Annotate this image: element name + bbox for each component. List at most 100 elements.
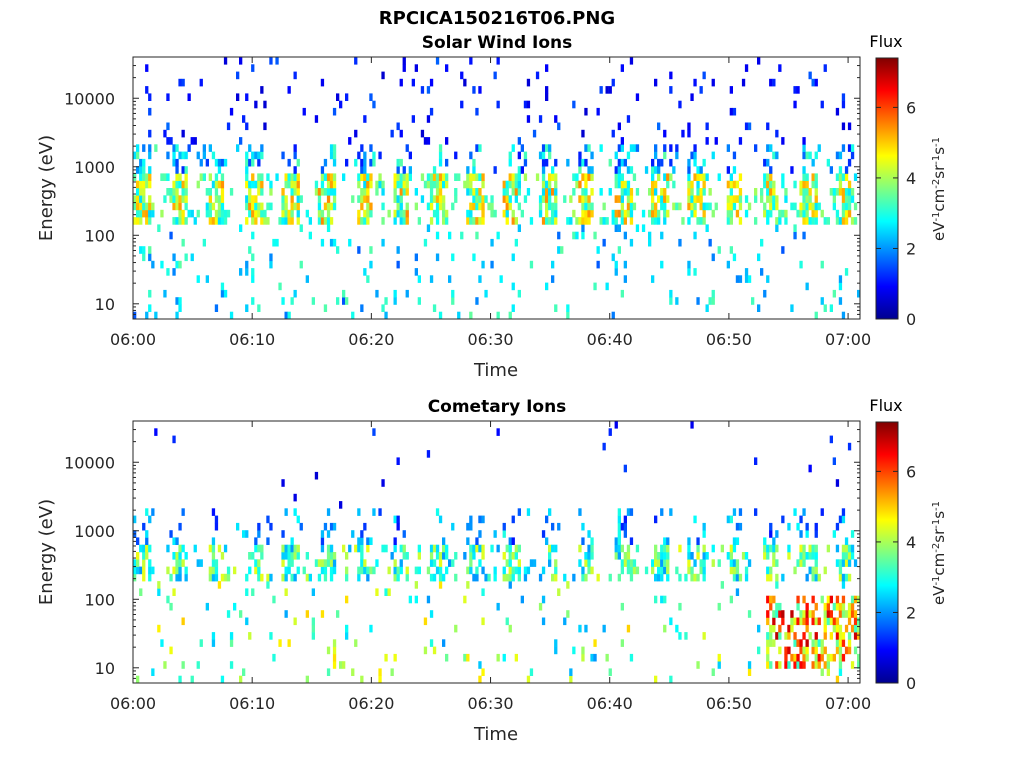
heatmap-cell	[772, 610, 776, 618]
heatmap-cell	[490, 195, 494, 203]
heatmap-cell	[145, 86, 149, 94]
heatmap-cell	[705, 173, 709, 181]
heatmap-cell	[332, 566, 337, 575]
heatmap-cell	[148, 544, 152, 553]
heatmap-cell	[432, 180, 437, 189]
heatmap-cell	[508, 624, 512, 633]
heatmap-cell	[541, 180, 546, 189]
heatmap-cell	[690, 573, 694, 582]
heatmap-cell	[360, 202, 364, 211]
heatmap-cell	[778, 661, 782, 669]
heatmap-cell	[366, 188, 370, 196]
heatmap-cell	[229, 661, 234, 669]
heatmap-cell	[517, 166, 521, 174]
heatmap-cell	[778, 209, 782, 218]
heatmap-cell	[220, 289, 225, 298]
heatmap-cell	[260, 552, 264, 560]
heatmap-cell	[266, 217, 270, 225]
heatmap-cell	[363, 217, 367, 225]
heatmap-cell	[787, 624, 791, 633]
heatmap-cell	[290, 559, 294, 567]
heatmap-cell	[369, 180, 373, 189]
heatmap-cell	[423, 646, 428, 655]
heatmap-cell	[178, 559, 182, 567]
heatmap-cell	[314, 180, 319, 189]
heatmap-cell	[320, 238, 325, 247]
heatmap-cell	[853, 559, 858, 567]
heatmap-cell	[305, 209, 309, 218]
heatmap-cell	[850, 188, 855, 196]
heatmap-cell	[217, 202, 222, 211]
heatmap-cell	[517, 224, 521, 232]
heatmap-cell	[211, 217, 216, 225]
heatmap-cell	[669, 617, 673, 626]
heatmap-cell	[305, 610, 309, 618]
heatmap-cell	[326, 188, 331, 196]
heatmap-cell	[781, 515, 785, 524]
heatmap-cell	[802, 180, 806, 189]
heatmap-cell	[660, 188, 664, 196]
heatmap-cell	[202, 173, 206, 181]
heatmap-cell	[623, 209, 627, 218]
heatmap-cell	[296, 195, 300, 203]
heatmap-cell	[708, 188, 712, 196]
heatmap-cell	[711, 209, 715, 218]
heatmap-cell	[148, 151, 152, 160]
heatmap-cell	[366, 544, 370, 553]
heatmap-cell	[669, 508, 673, 516]
heatmap-cell	[493, 573, 497, 582]
heatmap-cell	[357, 209, 361, 218]
heatmap-cell	[438, 566, 443, 575]
heatmap-cell	[526, 100, 531, 109]
heatmap-cell	[393, 297, 397, 305]
heatmap-cell	[853, 217, 858, 225]
heatmap-cell	[329, 238, 334, 247]
heatmap-cell	[508, 311, 512, 319]
heatmap-cell	[281, 297, 285, 305]
heatmap-cell	[663, 129, 667, 138]
heatmap-cell	[196, 151, 200, 160]
heatmap-cell	[784, 209, 788, 218]
heatmap-cell	[772, 639, 776, 647]
heatmap-cell	[757, 624, 761, 633]
heatmap-cell	[329, 151, 334, 160]
heatmap-cell	[287, 209, 291, 218]
heatmap-cell	[442, 573, 446, 582]
heatmap-cell	[345, 595, 349, 604]
heatmap-cell	[526, 675, 531, 683]
heatmap-cell	[738, 195, 743, 203]
heatmap-cell	[472, 188, 476, 196]
heatmap-cell	[414, 188, 418, 196]
heatmap-cell	[236, 144, 240, 152]
heatmap-cell	[614, 552, 618, 560]
heatmap-cell	[563, 617, 567, 626]
heatmap-cell	[169, 231, 173, 240]
heatmap-cell	[248, 202, 252, 211]
heatmap-cell	[429, 639, 434, 647]
heatmap-cell	[511, 173, 515, 181]
heatmap-cell	[257, 544, 261, 553]
heatmap-cell	[136, 180, 140, 189]
heatmap-cell	[399, 195, 403, 203]
heatmap-cell	[835, 617, 840, 626]
heatmap-cell	[469, 209, 473, 218]
heatmap-cell	[772, 537, 776, 545]
heatmap-cell	[178, 173, 182, 181]
heatmap-cell	[205, 158, 209, 167]
heatmap-cell	[766, 158, 770, 167]
heatmap-cell	[805, 151, 809, 160]
heatmap-cell	[214, 559, 219, 567]
heatmap-cell	[393, 217, 397, 225]
heatmap-cell	[332, 661, 337, 669]
heatmap-cell	[726, 180, 730, 189]
heatmap-cell	[481, 617, 485, 626]
heatmap-cell	[181, 238, 185, 247]
heatmap-cell	[172, 268, 176, 276]
heatmap-cell	[360, 544, 364, 553]
heatmap-cell	[175, 144, 179, 152]
heatmap-cell	[666, 537, 670, 545]
heatmap-cell	[857, 653, 860, 662]
heatmap-cell	[136, 537, 140, 545]
heatmap-cell	[847, 610, 852, 618]
heatmap-cell	[448, 231, 452, 240]
